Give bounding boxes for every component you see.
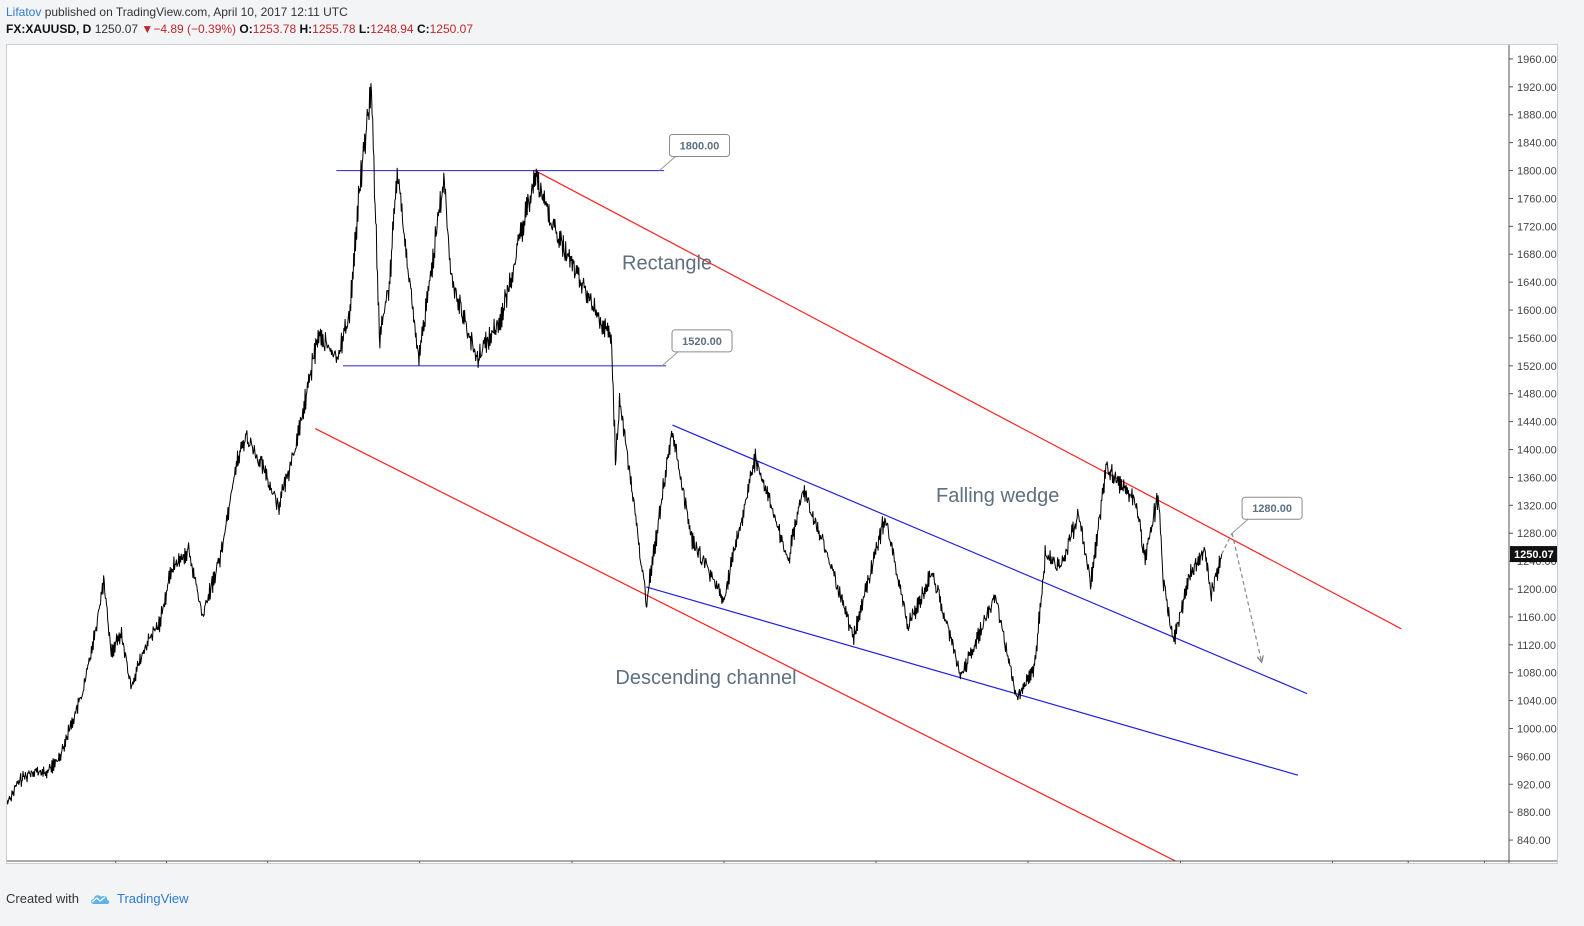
y-tick-label: 1160.00 (1517, 612, 1556, 624)
price-callout-text: 1280.00 (1252, 503, 1292, 515)
price-chart[interactable]: 1800.00 1520.00 1280.00 Rectangle Falling w… (7, 45, 1557, 863)
price-line (7, 83, 1223, 805)
y-tick-label: 1880.00 (1517, 110, 1557, 122)
price-callout-box (1241, 496, 1303, 520)
annotation-layer: Rectangle Falling wedge Descending channel (615, 253, 1059, 689)
annotation-label: Descending channel (615, 667, 796, 689)
y-tick-label: 1720.00 (1517, 221, 1557, 233)
ohlc-line: FX:XAUUSD, D 1250.07 ▼−4.89 (−0.39%) O:1… (6, 21, 473, 38)
projection-up-line (1221, 532, 1233, 555)
y-tick-label: 1000.00 (1517, 723, 1557, 735)
projection-down-line (1231, 533, 1263, 663)
y-tick-label: 880.00 (1517, 807, 1551, 819)
annotation-label: Rectangle (622, 253, 712, 275)
y-tick-label: 1200.00 (1517, 584, 1557, 596)
y-tick-label: 1400.00 (1517, 445, 1557, 457)
channel-lower-line (314, 428, 1176, 862)
close-value: 1250.07 (429, 22, 473, 36)
down-arrow-icon: ▼ (141, 22, 154, 36)
last-price: 1250.07 (94, 22, 139, 36)
y-tick-label: 1840.00 (1517, 138, 1557, 150)
price-callout-box (671, 329, 733, 353)
y-tick-label: 920.00 (1517, 779, 1551, 791)
drawing-layer (314, 169, 1402, 862)
y-tick-label: 1760.00 (1517, 193, 1557, 205)
last-price-badge-text: 1250.07 (1514, 549, 1554, 561)
y-tick-label: 1120.00 (1517, 640, 1556, 652)
y-tick-label: 1360.00 (1517, 472, 1557, 484)
y-tick-label: 1640.00 (1517, 277, 1557, 289)
y-tick-label: 1800.00 (1517, 166, 1557, 178)
x-axis[interactable]: 2010520112012201320142015201620172018Jul… (103, 861, 1496, 863)
y-tick-label: 1560.00 (1517, 333, 1557, 345)
price-callout-box (669, 134, 731, 158)
y-tick-label: 1040.00 (1517, 696, 1557, 708)
price-series-layer (7, 83, 1223, 805)
price-callout-pointer (659, 156, 676, 171)
high-value: 1255.78 (312, 22, 356, 36)
chart-header: Lifatov published on TradingView.com, Ap… (6, 4, 473, 38)
open-label: O: (239, 22, 253, 36)
author-link[interactable]: Lifatov (6, 5, 42, 19)
tradingview-cloud-icon (90, 895, 110, 904)
y-tick-label: 1440.00 (1517, 417, 1557, 429)
wedge-upper-line (672, 424, 1308, 695)
footer: Created with TradingView (6, 891, 189, 906)
symbol-label: FX:XAUUSD, D (6, 22, 92, 36)
price-callout-pointer (661, 351, 679, 367)
y-tick-label: 1920.00 (1517, 82, 1557, 94)
y-tick-label: 1960.00 (1517, 54, 1557, 66)
price-change: −4.89 (−0.39%) (153, 22, 237, 36)
price-callout-text: 1520.00 (682, 336, 722, 348)
y-tick-label: 1520.00 (1517, 361, 1557, 373)
y-tick-label: 1320.00 (1517, 500, 1557, 512)
y-tick-label: 1680.00 (1517, 249, 1557, 261)
open-value: 1253.78 (252, 22, 297, 36)
projection-arrowhead-icon (1256, 655, 1264, 664)
y-tick-label: 1480.00 (1517, 389, 1557, 401)
high-label: H: (299, 22, 313, 36)
price-callout-pointer (1231, 518, 1249, 534)
annotation-label: Falling wedge (936, 485, 1059, 507)
y-tick-label: 840.00 (1517, 835, 1551, 847)
chart-frame[interactable]: 1800.00 1520.00 1280.00 Rectangle Falling w… (6, 44, 1558, 864)
y-tick-label: 1600.00 (1517, 305, 1557, 317)
channel-upper-line (534, 170, 1402, 630)
low-label: L: (358, 22, 371, 36)
y-tick-label: 960.00 (1517, 751, 1551, 763)
published-text: published on TradingView.com, April 10, … (41, 5, 348, 19)
price-label-layer: 1800.00 1520.00 1280.00 (659, 134, 1303, 664)
publish-line: Lifatov published on TradingView.com, Ap… (6, 4, 473, 21)
y-tick-label: 1280.00 (1517, 528, 1557, 540)
price-callout-text: 1800.00 (680, 141, 720, 153)
created-with-text: Created with (6, 891, 79, 906)
chart-background (7, 45, 1557, 863)
y-tick-label: 1080.00 (1517, 668, 1557, 680)
last-price-badge (1510, 546, 1557, 563)
tradingview-brand-link[interactable]: TradingView (116, 891, 189, 906)
close-label: C: (416, 22, 430, 36)
y-axis[interactable]: 840.00 880.00 920.00 960.00 1000.00 1040.00 10… (1509, 54, 1557, 847)
wedge-lower-line (646, 586, 1299, 776)
low-value: 1248.94 (370, 22, 414, 36)
